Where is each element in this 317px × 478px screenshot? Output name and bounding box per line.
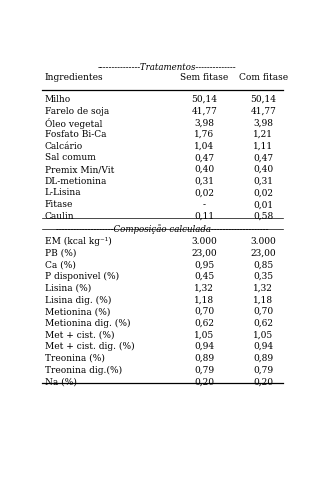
Text: Sem fitase: Sem fitase	[180, 73, 228, 82]
Text: 0,01: 0,01	[253, 200, 273, 209]
Text: Met + cist. dig. (%): Met + cist. dig. (%)	[44, 342, 134, 351]
Text: 1,32: 1,32	[253, 284, 273, 293]
Text: --------------------Composição calculada--------------------: --------------------Composição calculada…	[56, 225, 269, 235]
Text: EM (kcal kg⁻¹): EM (kcal kg⁻¹)	[44, 237, 111, 246]
Text: 1,76: 1,76	[194, 130, 214, 139]
Text: 0,31: 0,31	[253, 177, 273, 186]
Text: Calcário: Calcário	[44, 142, 83, 151]
Text: 1,05: 1,05	[194, 330, 214, 339]
Text: P disponivel (%): P disponivel (%)	[44, 272, 119, 281]
Text: 41,77: 41,77	[250, 107, 276, 116]
Text: 0,89: 0,89	[194, 354, 214, 363]
Text: 41,77: 41,77	[191, 107, 217, 116]
Text: Lisina dig. (%): Lisina dig. (%)	[44, 295, 111, 304]
Text: 0,89: 0,89	[253, 354, 273, 363]
Text: Ingredientes: Ingredientes	[44, 74, 103, 82]
Text: Óleo vegetal: Óleo vegetal	[44, 119, 102, 130]
Text: Com fitase: Com fitase	[239, 73, 288, 82]
Text: 0,95: 0,95	[194, 261, 214, 269]
Text: 1,11: 1,11	[253, 142, 273, 151]
Text: PB (%): PB (%)	[44, 249, 76, 258]
Text: 23,00: 23,00	[191, 249, 217, 258]
Text: 3.000: 3.000	[191, 237, 217, 246]
Text: 0,58: 0,58	[253, 212, 273, 221]
Text: Milho: Milho	[44, 95, 71, 104]
Text: 50,14: 50,14	[191, 95, 217, 104]
Text: Treonina dig.(%): Treonina dig.(%)	[44, 366, 122, 375]
Text: 0,94: 0,94	[253, 342, 273, 351]
Text: 0,02: 0,02	[253, 188, 273, 197]
Text: 0,40: 0,40	[194, 165, 214, 174]
Text: Sal comum: Sal comum	[44, 153, 95, 163]
Text: 50,14: 50,14	[250, 95, 276, 104]
Text: Metionina dig. (%): Metionina dig. (%)	[44, 319, 130, 328]
Text: 0,35: 0,35	[253, 272, 273, 281]
Text: 0,02: 0,02	[194, 188, 214, 197]
Text: Na (%): Na (%)	[44, 377, 76, 386]
Text: 1,18: 1,18	[253, 295, 273, 304]
Text: Met + cist. (%): Met + cist. (%)	[44, 330, 114, 339]
Text: 0,20: 0,20	[253, 377, 273, 386]
Text: -: -	[203, 200, 206, 209]
Text: 0,79: 0,79	[253, 366, 273, 374]
Text: 0,62: 0,62	[194, 319, 214, 328]
Text: 3,98: 3,98	[194, 119, 214, 127]
Text: 0,31: 0,31	[194, 177, 214, 186]
Text: 0,85: 0,85	[253, 261, 273, 269]
Text: Fitase: Fitase	[44, 200, 73, 209]
Text: Ca (%): Ca (%)	[44, 261, 75, 269]
Text: 0,20: 0,20	[194, 377, 214, 386]
Text: 3.000: 3.000	[250, 237, 276, 246]
Text: 1,05: 1,05	[253, 330, 273, 339]
Text: 0,70: 0,70	[194, 307, 214, 316]
Text: Metionina (%): Metionina (%)	[44, 307, 110, 316]
Text: 1,32: 1,32	[194, 284, 214, 293]
Text: 0,79: 0,79	[194, 366, 214, 374]
Text: Farelo de soja: Farelo de soja	[44, 107, 109, 116]
Text: 1,21: 1,21	[253, 130, 273, 139]
Text: 0,45: 0,45	[194, 272, 214, 281]
Text: 3,98: 3,98	[253, 119, 273, 127]
Text: 23,00: 23,00	[250, 249, 276, 258]
Text: Fosfato Bi-Ca: Fosfato Bi-Ca	[44, 130, 106, 139]
Text: L-Lisina: L-Lisina	[44, 188, 81, 197]
Text: Lisina (%): Lisina (%)	[44, 284, 91, 293]
Text: Treonina (%): Treonina (%)	[44, 354, 104, 363]
Text: 0,40: 0,40	[253, 165, 273, 174]
Text: 1,04: 1,04	[194, 142, 214, 151]
Text: Caulin: Caulin	[44, 212, 74, 221]
Text: DL-metionina: DL-metionina	[44, 177, 107, 186]
Text: 0,47: 0,47	[194, 153, 214, 163]
Text: Premix Min/Vit: Premix Min/Vit	[44, 165, 114, 174]
Text: 0,11: 0,11	[194, 212, 214, 221]
Text: ---------------Tratamentos--------------: ---------------Tratamentos--------------	[98, 63, 237, 72]
Text: 0,47: 0,47	[253, 153, 273, 163]
Text: 0,62: 0,62	[253, 319, 273, 328]
Text: 1,18: 1,18	[194, 295, 214, 304]
Text: 0,70: 0,70	[253, 307, 273, 316]
Text: 0,94: 0,94	[194, 342, 214, 351]
